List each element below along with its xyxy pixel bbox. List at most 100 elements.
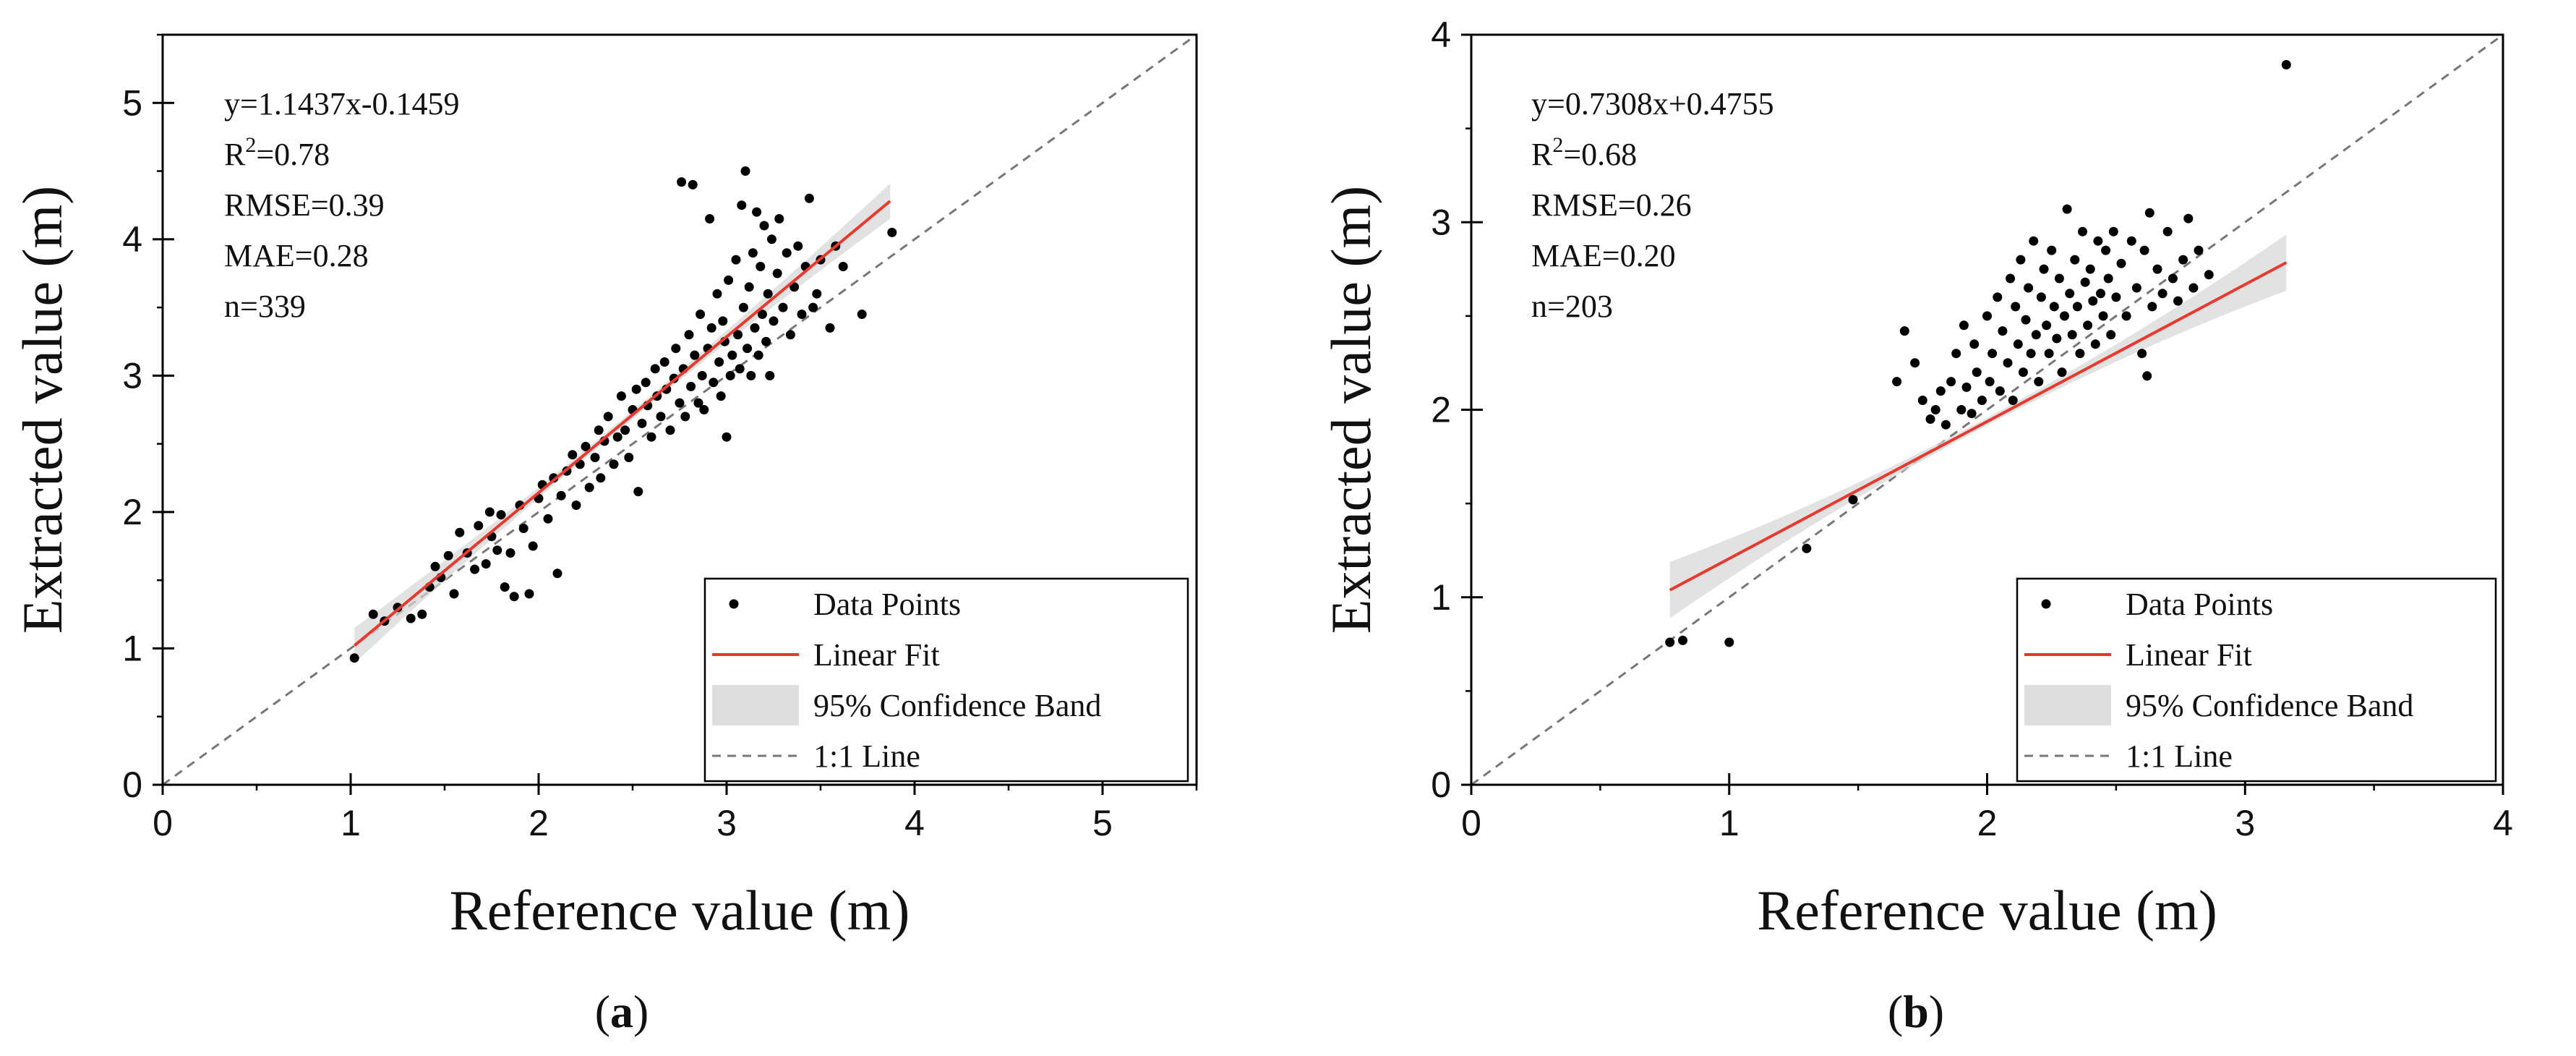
panel-label-open-paren: (	[1888, 986, 1903, 1037]
data-point	[484, 507, 495, 517]
data-point	[709, 378, 719, 388]
data-point	[1724, 637, 1734, 647]
data-point	[763, 289, 773, 299]
data-point	[2281, 60, 2291, 69]
data-point	[812, 289, 822, 299]
data-point	[524, 589, 534, 599]
legend-label: Linear Fit	[813, 637, 940, 673]
data-point	[584, 482, 594, 493]
x-tick-label: 1	[1719, 803, 1740, 843]
data-point	[2003, 358, 2013, 368]
data-point	[722, 432, 732, 442]
data-point	[1678, 635, 1687, 645]
legend-symbol-confidence-band	[2024, 685, 2111, 725]
stat-line: RMSE=0.26	[1531, 187, 1692, 223]
data-point	[748, 248, 758, 258]
data-point	[500, 582, 510, 592]
data-point	[2013, 339, 2023, 349]
y-tick-label: 1	[1431, 577, 1451, 618]
data-point	[753, 350, 763, 360]
y-tick-label: 1	[122, 628, 142, 668]
data-point	[759, 221, 769, 231]
data-point	[2031, 330, 2041, 340]
data-point	[1935, 386, 1946, 396]
linear-fit-line	[1669, 261, 2288, 592]
data-point	[581, 441, 591, 451]
data-point	[2152, 264, 2162, 274]
x-tick-label: 3	[2235, 803, 2255, 843]
legend-box	[2016, 577, 2497, 783]
data-point	[2062, 204, 2072, 214]
data-point	[633, 487, 643, 497]
data-point	[2142, 371, 2152, 381]
data-point	[443, 550, 453, 561]
stat-line: n=203	[1531, 289, 1613, 324]
data-point	[496, 510, 506, 520]
data-point	[680, 412, 690, 422]
stat-text-main: n=339	[224, 289, 306, 324]
data-point	[2072, 302, 2082, 312]
data-point	[772, 268, 782, 278]
data-point	[740, 166, 750, 176]
data-point	[769, 316, 779, 326]
data-point	[2103, 273, 2113, 284]
data-point	[716, 391, 726, 401]
data-point	[761, 336, 771, 346]
y-tick-label: 0	[1431, 765, 1451, 805]
data-point	[505, 548, 515, 558]
data-point	[556, 490, 566, 501]
panel-label: (b)	[1888, 986, 1944, 1037]
data-point	[686, 381, 696, 391]
stat-text-main: y=0.7308x+0.4755	[1531, 86, 1774, 122]
data-point	[1972, 367, 1982, 378]
data-point	[590, 453, 600, 462]
chart-panel-a: 0 1 2 3 4 5 0 1 2 3 4 5 Reference value (m) Extracted…	[11, 33, 1198, 1037]
stat-superscript: 2	[245, 133, 256, 157]
data-point	[782, 248, 792, 258]
data-point	[656, 412, 666, 422]
data-point	[825, 323, 835, 333]
data-point	[2016, 255, 2026, 265]
data-point	[733, 330, 743, 340]
legend-symbol-data-points	[729, 599, 739, 609]
stat-line: R2=0.78	[224, 133, 330, 172]
data-point	[552, 569, 562, 579]
legend-label: Linear Fit	[2126, 637, 2252, 673]
stat-superscript: 2	[1552, 133, 1563, 157]
linear-fit-line	[353, 200, 891, 647]
data-point	[1665, 637, 1675, 647]
data-point	[2147, 302, 2157, 312]
data-point	[637, 418, 647, 428]
data-point	[2054, 273, 2064, 284]
stat-text-main: MAE=0.28	[224, 238, 369, 273]
data-point	[2126, 236, 2136, 246]
data-point	[857, 310, 867, 319]
data-point	[665, 425, 675, 435]
data-point	[2157, 289, 2168, 299]
data-point	[724, 275, 734, 285]
y-tick-label: 2	[122, 492, 142, 532]
data-point	[571, 501, 581, 510]
stats-block: y=1.1437x-0.1459 R2=0.78 RMSE=0.39 MAE=0.28…	[224, 86, 459, 324]
data-point	[543, 514, 553, 524]
data-point	[449, 589, 459, 599]
panel-label-letter: b	[1903, 986, 1929, 1037]
data-point	[797, 310, 807, 319]
data-point	[1940, 420, 1951, 430]
data-point	[1959, 320, 1969, 331]
data-point	[744, 282, 754, 292]
stat-text-main: n=203	[1531, 289, 1613, 324]
x-tick-label: 1	[341, 803, 361, 843]
data-point	[731, 255, 741, 265]
stats-block: y=0.7308x+0.4755 R2=0.68 RMSE=0.26 MAE=0.20…	[1531, 86, 1774, 324]
data-point	[1967, 409, 1977, 419]
data-point	[2168, 273, 2178, 284]
data-point	[659, 357, 669, 367]
legend: Data Points Linear Fit 95% Confidence Band…	[2016, 577, 2497, 783]
y-axis-title: Extracted value (m)	[1319, 186, 1382, 634]
data-point	[2021, 315, 2031, 325]
data-point	[430, 561, 440, 571]
data-point	[2088, 296, 2098, 306]
data-point	[1946, 377, 1956, 387]
